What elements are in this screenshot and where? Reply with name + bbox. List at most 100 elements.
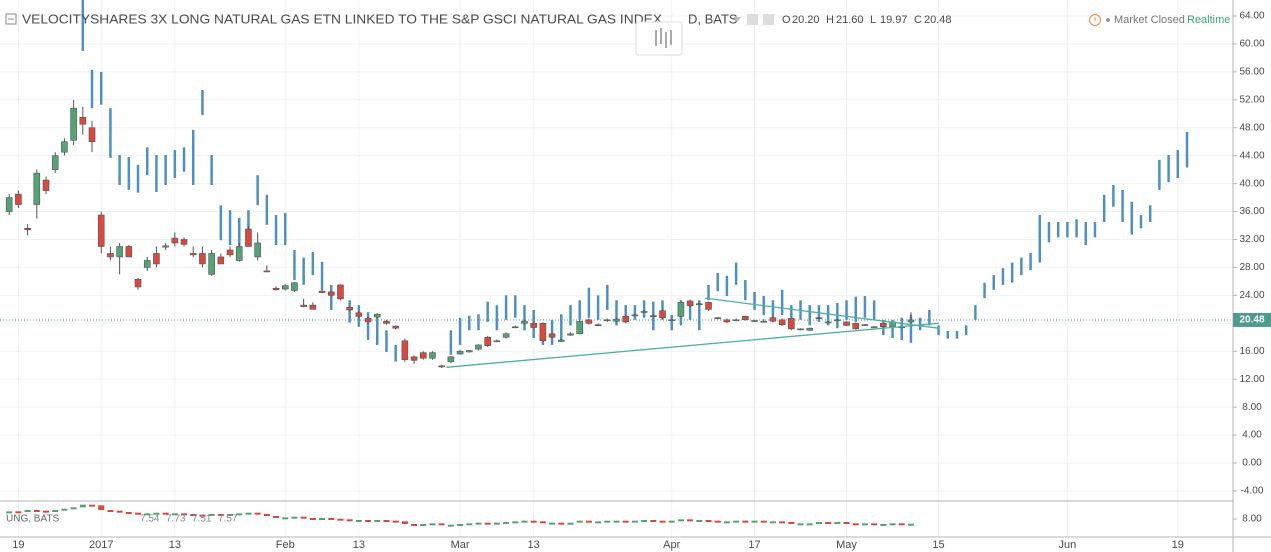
dropdown-arrow[interactable] xyxy=(733,17,741,22)
candle-body xyxy=(383,320,390,324)
readout-value: 21.60 xyxy=(836,14,864,26)
compare-candle xyxy=(328,518,335,520)
bars-pattern-toolbar[interactable] xyxy=(635,21,683,56)
market-status: Market Closed xyxy=(1114,14,1185,26)
compare-candle xyxy=(595,521,602,524)
symbol-title: VELOCITYSHARES 3X LONG NATURAL GAS ETN L… xyxy=(22,11,662,26)
compare-candle xyxy=(98,505,105,510)
candle-body xyxy=(732,319,740,322)
compare-candle xyxy=(539,521,546,524)
compare-candle xyxy=(512,521,519,524)
compare-candle xyxy=(521,520,528,523)
candle-body xyxy=(659,310,666,319)
compare-candle xyxy=(751,520,758,523)
main-pane xyxy=(0,0,1233,369)
y-tick-label: 60.00 xyxy=(1239,39,1264,50)
settings-icon[interactable] xyxy=(763,14,774,25)
x-tick-label: 2017 xyxy=(89,539,113,551)
candle-body xyxy=(530,323,537,328)
candle-body xyxy=(603,319,611,322)
x-tick-label: Feb xyxy=(276,539,295,551)
compare-candle xyxy=(457,524,464,526)
compare-readout: 7.57 xyxy=(218,514,238,525)
candle-body xyxy=(162,245,169,248)
candle-body xyxy=(714,317,722,320)
compare-candle xyxy=(429,523,436,526)
header: VELOCITYSHARES 3X LONG NATURAL GAS ETN L… xyxy=(5,11,1230,56)
candle-body xyxy=(51,155,59,170)
y-tick-label: 36.00 xyxy=(1239,206,1264,217)
compare-candle xyxy=(825,522,832,524)
compare-candle xyxy=(273,516,280,518)
compare-candle xyxy=(760,520,767,523)
candle-body xyxy=(824,321,832,324)
candle-body xyxy=(493,340,501,343)
compare-candle xyxy=(696,520,703,522)
compare-candle xyxy=(668,520,675,523)
y-tick-label: 0.00 xyxy=(1242,458,1262,469)
x-tick-label: 13 xyxy=(169,539,181,551)
candle-body xyxy=(107,253,114,258)
compare-candle xyxy=(613,520,620,523)
compare-candle xyxy=(383,520,390,522)
candle-body xyxy=(70,107,77,141)
compare-candle xyxy=(871,523,878,526)
toggle-icon[interactable] xyxy=(747,14,758,25)
candle-body xyxy=(511,326,519,329)
candle-body xyxy=(346,306,353,311)
compare-candle xyxy=(806,523,813,526)
compare-candle xyxy=(788,522,795,524)
candle-body xyxy=(465,350,473,353)
compare-candle xyxy=(907,523,914,526)
compare-candle xyxy=(604,520,611,523)
candle-body xyxy=(907,319,915,323)
compare-readout: 7.54 xyxy=(140,514,160,525)
compare-candle xyxy=(135,512,142,515)
candle-body xyxy=(134,279,142,288)
candle-body xyxy=(815,317,823,320)
compare-candle xyxy=(503,522,510,524)
candle-body xyxy=(861,324,869,326)
compare-candle xyxy=(208,514,215,516)
candle-body xyxy=(42,179,50,191)
x-tick-label: May xyxy=(836,539,857,551)
y-tick-label: -4.00 xyxy=(1241,486,1264,497)
compare-candle xyxy=(282,517,289,520)
compare-candle xyxy=(171,513,178,516)
compare-candle xyxy=(677,519,684,522)
compare-candle xyxy=(898,523,905,526)
candle-body xyxy=(263,270,271,273)
candle-body xyxy=(401,340,409,360)
compare-candle xyxy=(263,514,270,516)
candle-body xyxy=(97,214,105,247)
candle-body xyxy=(686,300,694,307)
y-tick-label: 32.00 xyxy=(1239,234,1264,245)
compare-candle xyxy=(346,519,353,522)
candle-body xyxy=(843,321,850,326)
compare-candle xyxy=(43,510,50,513)
compare-candle xyxy=(125,512,132,514)
candle-body xyxy=(116,246,123,258)
compare-candle xyxy=(300,516,307,519)
compare-candle xyxy=(779,521,786,524)
compare-candle xyxy=(181,513,188,516)
compare-candle xyxy=(401,521,408,524)
compare-candle xyxy=(365,520,372,522)
compare-candle xyxy=(484,522,491,525)
compare-candle xyxy=(79,504,86,508)
candle-body xyxy=(769,317,777,322)
candle-body xyxy=(778,319,786,325)
compare-candle xyxy=(162,512,169,515)
grid xyxy=(0,0,1233,537)
candle-body xyxy=(208,253,215,275)
candle-body xyxy=(650,315,657,317)
compare-candle xyxy=(392,520,399,523)
compare-candle xyxy=(493,522,500,525)
compare-candle xyxy=(337,518,344,521)
candle-body xyxy=(760,320,768,323)
candle-body xyxy=(438,365,445,368)
collapse-icon[interactable] xyxy=(5,13,17,25)
compare-candle xyxy=(705,520,712,522)
x-tick-label: 19 xyxy=(12,539,24,551)
compare-candle xyxy=(530,520,537,523)
